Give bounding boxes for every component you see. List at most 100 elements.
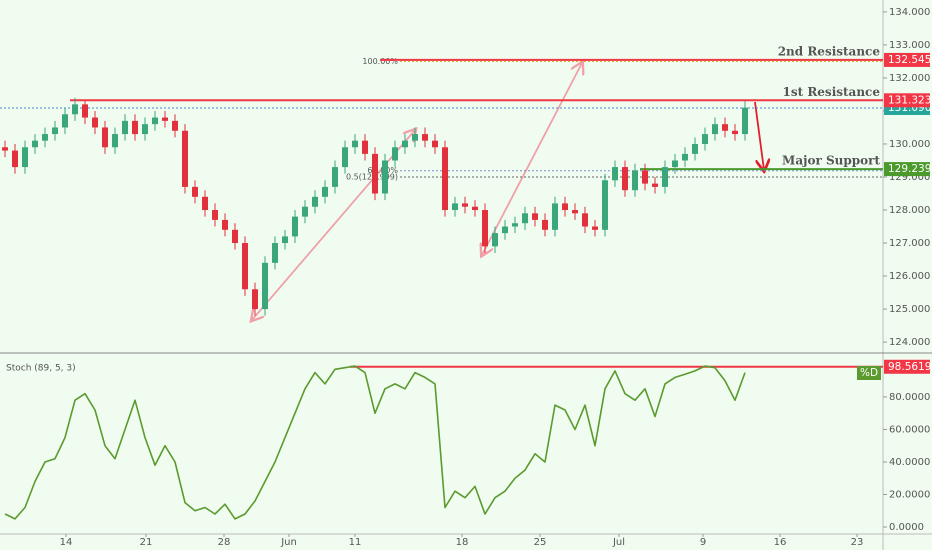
candle-body	[432, 140, 438, 148]
candle-body	[312, 196, 318, 207]
trend-arrow	[482, 63, 582, 255]
candle-body	[342, 147, 348, 168]
candle-body	[632, 170, 638, 191]
candle-body	[322, 186, 328, 197]
price-tag	[884, 52, 930, 67]
candle-body	[132, 120, 138, 135]
y-tick-label: 130.000	[889, 139, 930, 150]
candle-body	[22, 147, 28, 168]
candle-body	[662, 167, 668, 187]
candle-body	[462, 203, 468, 207]
candle-body	[672, 160, 678, 168]
candle-body	[112, 134, 118, 148]
candle-body	[572, 210, 578, 214]
price-tag	[884, 93, 930, 108]
candle-body	[582, 213, 588, 227]
x-tick-label: 28	[218, 537, 231, 548]
x-tick-label: Jun	[280, 537, 297, 548]
candle-body	[522, 213, 528, 224]
candle-body	[202, 196, 208, 211]
x-tick-label: 14	[60, 537, 73, 548]
indicator-line	[4, 365, 746, 520]
candle-body	[692, 143, 698, 154]
price-tag	[884, 162, 930, 177]
candle-body	[242, 243, 248, 290]
candle-body	[402, 140, 408, 148]
value-tag	[884, 359, 930, 374]
candle-body	[152, 117, 158, 125]
y-tick-label: 20.0000	[889, 489, 930, 500]
indicator-title: Stoch (89, 5, 3)	[6, 364, 76, 374]
y-tick-label: 132.000	[889, 73, 930, 84]
candle-body	[612, 167, 618, 181]
candle-body	[502, 226, 508, 234]
x-tick-label: 21	[140, 537, 153, 548]
y-tick-label: 124.000	[889, 337, 930, 348]
candle-body	[272, 243, 278, 263]
x-tick-label: 18	[456, 537, 469, 548]
price-tag-label: 131.323	[888, 94, 931, 106]
x-tick-label: 23	[851, 537, 864, 548]
candle-body	[552, 203, 558, 230]
projection-arrow	[754, 101, 764, 170]
x-tick-label: 25	[534, 537, 547, 548]
candle-body	[142, 124, 148, 135]
candle-body	[682, 153, 688, 161]
candle-body	[222, 219, 228, 230]
candle-body	[732, 130, 738, 135]
y-tick-label: 0.0000	[889, 522, 924, 533]
candle-body	[562, 203, 568, 211]
value-tag-label: 98.5619	[888, 361, 931, 373]
x-tick-label: Jul	[612, 537, 625, 548]
candle-body	[212, 210, 218, 220]
fib-label: 100.00%	[362, 57, 398, 66]
candle-body	[392, 147, 398, 161]
candle-body	[372, 153, 378, 194]
fib-label: 0.5(128.999)	[346, 173, 398, 182]
x-tick-label: 16	[774, 537, 787, 548]
candle-body	[12, 150, 18, 168]
candle-body	[602, 180, 608, 230]
candle-body	[2, 147, 8, 151]
candle-body	[512, 223, 518, 227]
candle-body	[532, 213, 538, 220]
trend-arrow	[252, 130, 415, 320]
candle-body	[622, 167, 628, 191]
y-tick-label: 80.0000	[889, 392, 930, 403]
candle-body	[172, 120, 178, 131]
price-tag-label: 129.239	[888, 163, 931, 175]
candle-body	[492, 233, 498, 247]
candle-body	[722, 124, 728, 131]
candle-body	[32, 140, 38, 148]
level-label: 2nd Resistance	[778, 44, 881, 58]
candle-body	[362, 140, 368, 154]
candle-body	[712, 124, 718, 135]
y-tick-label: 60.0000	[889, 424, 930, 435]
legend-tag	[857, 366, 881, 380]
legend-label: %D	[860, 367, 878, 379]
candle-body	[412, 134, 418, 141]
y-tick-label: 129.000	[889, 172, 930, 183]
y-tick-label: 134.000	[889, 7, 930, 18]
candle-body	[232, 229, 238, 244]
candle-body	[652, 183, 658, 187]
candle-body	[472, 206, 478, 211]
y-tick-label: 125.000	[889, 304, 930, 315]
candle-body	[642, 170, 648, 184]
y-tick-label: 133.000	[889, 40, 930, 51]
candle-body	[332, 167, 338, 187]
candle-body	[742, 107, 748, 135]
candle-body	[482, 210, 488, 247]
level-label: 1st Resistance	[783, 85, 881, 99]
candle-body	[252, 289, 258, 310]
candle-body	[92, 117, 98, 128]
candle-body	[262, 262, 268, 310]
candle-body	[352, 140, 358, 148]
candle-body	[162, 117, 168, 121]
y-tick-label: 40.0000	[889, 457, 930, 468]
candle-body	[292, 216, 298, 237]
candle-body	[42, 134, 48, 141]
y-tick-label: 127.000	[889, 238, 930, 249]
y-tick-label: 128.000	[889, 205, 930, 216]
